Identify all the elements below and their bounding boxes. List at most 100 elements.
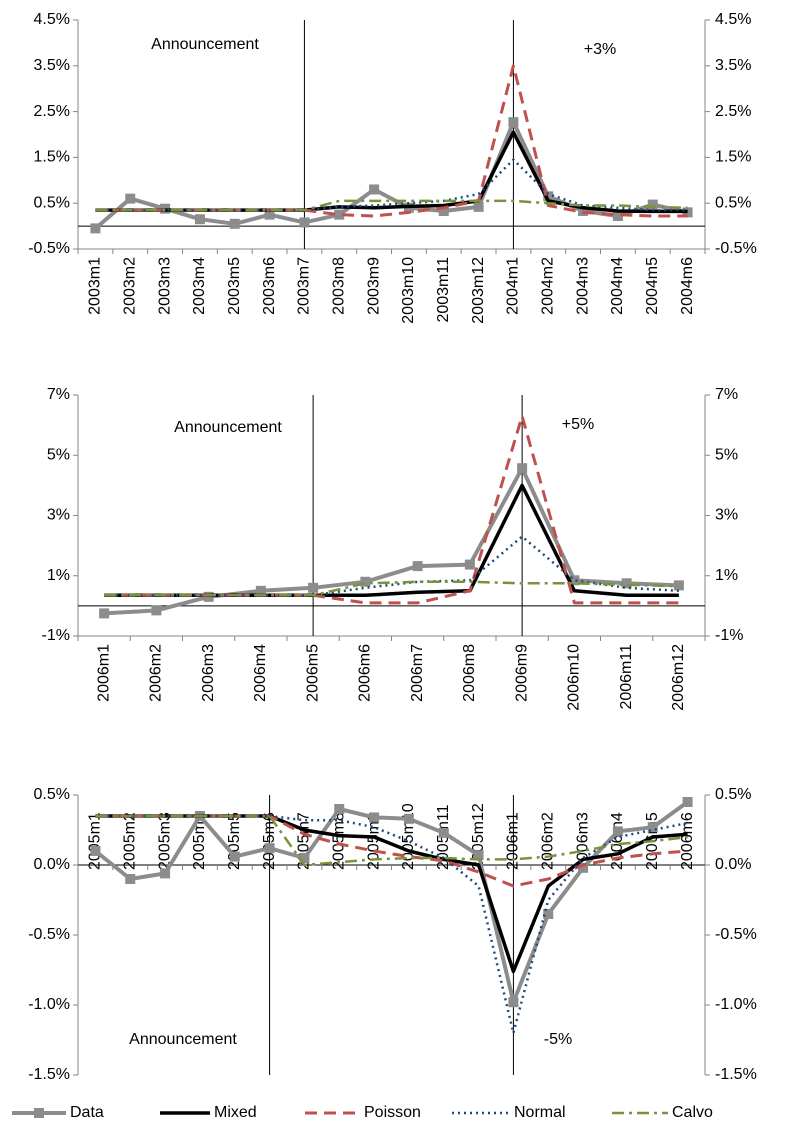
y-tick-label: -0.5% bbox=[28, 926, 70, 943]
x-tick-label: 2005m1 bbox=[87, 812, 104, 870]
data-marker bbox=[621, 578, 632, 589]
data-marker bbox=[612, 826, 623, 837]
x-tick-label: 2005m3 bbox=[156, 812, 173, 870]
x-tick-label: 2003m5 bbox=[226, 257, 243, 315]
data-marker bbox=[403, 813, 414, 824]
legend-label: Poisson bbox=[364, 1104, 421, 1121]
data-marker bbox=[160, 868, 171, 879]
series-line bbox=[95, 199, 688, 212]
annotation: +3% bbox=[584, 41, 616, 58]
annotation: +5% bbox=[562, 416, 594, 433]
x-tick-label: 2003m11 bbox=[435, 257, 452, 323]
y-tick-label: -0.5% bbox=[28, 240, 70, 257]
x-tick-label: 2006m9 bbox=[513, 644, 530, 702]
y2-tick-label: -0.5% bbox=[715, 240, 757, 257]
x-tick-label: 2003m7 bbox=[296, 257, 313, 315]
x-tick-label: 2006m10 bbox=[566, 644, 583, 711]
y-tick-label: -1% bbox=[42, 627, 70, 644]
y2-tick-label: -1.5% bbox=[715, 1066, 757, 1083]
data-marker bbox=[412, 561, 423, 572]
y2-tick-label: 5% bbox=[715, 446, 738, 463]
x-tick-label: 2004m5 bbox=[644, 257, 661, 315]
data-marker bbox=[612, 211, 623, 222]
y2-tick-label: 1.5% bbox=[715, 149, 751, 166]
x-tick-label: 2006m6 bbox=[357, 644, 374, 702]
x-tick-label: 2003m3 bbox=[156, 257, 173, 315]
y2-tick-label: 0.5% bbox=[715, 786, 751, 803]
x-tick-label: 2006m11 bbox=[618, 644, 635, 710]
series-line bbox=[95, 814, 688, 888]
legend-label: Data bbox=[70, 1104, 104, 1121]
x-tick-label: 2004m2 bbox=[539, 257, 556, 315]
annotation: Announcement bbox=[129, 1031, 237, 1048]
x-tick-label: 2003m1 bbox=[87, 257, 104, 315]
x-tick-label: 2004m6 bbox=[679, 257, 696, 315]
y-tick-label: 1% bbox=[47, 567, 70, 584]
series-line bbox=[104, 483, 679, 598]
data-marker bbox=[229, 851, 240, 862]
y2-tick-label: -0.5% bbox=[715, 926, 757, 943]
series-line bbox=[95, 814, 688, 867]
x-tick-label: 2006m6 bbox=[679, 812, 696, 870]
x-tick-label: 2003m9 bbox=[365, 257, 382, 315]
data-marker bbox=[464, 559, 475, 570]
data-marker bbox=[90, 846, 101, 856]
legend-marker bbox=[34, 1108, 44, 1118]
data-marker bbox=[360, 576, 371, 587]
data-marker bbox=[473, 850, 484, 861]
x-tick-label: 2006m12 bbox=[670, 644, 687, 711]
y-tick-label: 0.5% bbox=[34, 786, 70, 803]
y-tick-label: 4.5% bbox=[34, 11, 70, 28]
x-tick-label: 2003m6 bbox=[261, 257, 278, 315]
series-line bbox=[95, 64, 688, 218]
y2-tick-label: 7% bbox=[715, 386, 738, 403]
series-line bbox=[94, 120, 689, 230]
y-tick-label: 0.5% bbox=[34, 194, 70, 211]
y-tick-label: 7% bbox=[47, 386, 70, 403]
data-marker bbox=[308, 582, 319, 593]
data-marker bbox=[99, 608, 110, 619]
y2-tick-label: 4.5% bbox=[715, 11, 751, 28]
series-line bbox=[104, 580, 679, 597]
data-marker bbox=[508, 997, 519, 1008]
data-marker bbox=[473, 201, 484, 212]
x-tick-label: 2006m4 bbox=[609, 812, 626, 870]
series-line bbox=[95, 814, 688, 1035]
data-marker bbox=[682, 797, 693, 807]
x-tick-label: 2006m2 bbox=[539, 812, 556, 870]
data-marker bbox=[438, 827, 449, 838]
y-tick-label: -1.5% bbox=[28, 1066, 70, 1083]
data-marker bbox=[517, 463, 528, 474]
data-marker bbox=[125, 874, 136, 884]
x-tick-label: 2004m4 bbox=[609, 257, 626, 315]
legend-label: Normal bbox=[514, 1104, 566, 1121]
x-tick-label: 2005m8 bbox=[330, 812, 347, 870]
data-marker bbox=[578, 862, 589, 873]
data-marker bbox=[334, 804, 345, 814]
y-tick-label: 5% bbox=[47, 446, 70, 463]
series-line bbox=[94, 800, 689, 1005]
y2-tick-label: 0.5% bbox=[715, 194, 751, 211]
x-tick-label: 2006m7 bbox=[409, 644, 426, 702]
x-tick-label: 2005m10 bbox=[400, 803, 417, 870]
y2-tick-label: 3% bbox=[715, 507, 738, 524]
x-tick-label: 2004m3 bbox=[574, 257, 591, 315]
data-marker bbox=[647, 822, 658, 833]
data-marker bbox=[438, 205, 449, 216]
data-marker bbox=[543, 191, 554, 202]
x-tick-label: 2003m10 bbox=[400, 257, 417, 324]
x-tick-label: 2003m2 bbox=[121, 257, 138, 315]
series-line bbox=[104, 535, 679, 597]
x-tick-label: 2005m2 bbox=[121, 812, 138, 870]
data-marker bbox=[151, 605, 162, 616]
data-marker bbox=[569, 575, 580, 586]
y2-tick-label: 3.5% bbox=[715, 57, 751, 74]
y-tick-label: 3.5% bbox=[34, 57, 70, 74]
data-marker bbox=[125, 193, 136, 204]
data-marker bbox=[369, 184, 380, 195]
series-line bbox=[104, 414, 679, 605]
legend-label: Mixed bbox=[214, 1104, 257, 1121]
x-tick-label: 2006m5 bbox=[304, 644, 321, 702]
y2-tick-label: 0.0% bbox=[715, 856, 751, 873]
